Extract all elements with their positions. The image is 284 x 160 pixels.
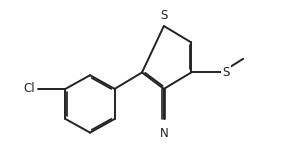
Text: N: N xyxy=(160,127,168,140)
Text: Cl: Cl xyxy=(24,82,36,95)
Text: S: S xyxy=(223,66,230,79)
Text: S: S xyxy=(160,9,168,22)
